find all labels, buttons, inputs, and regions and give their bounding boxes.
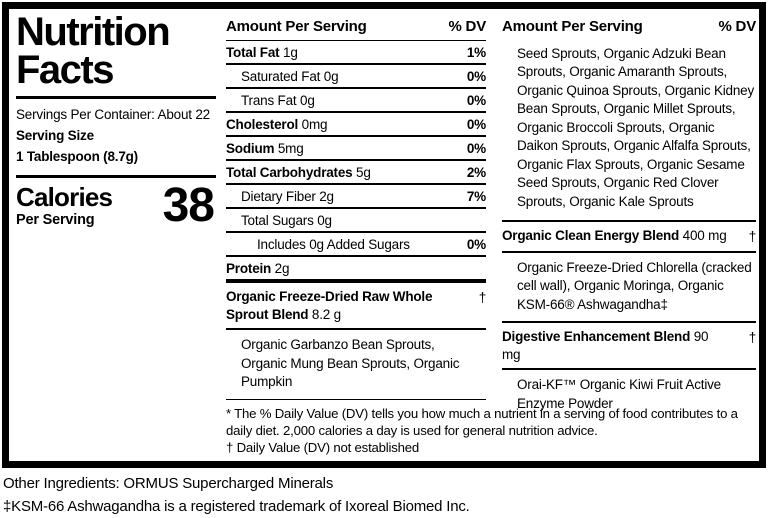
servings-per-container: Servings Per Container: About 22 — [16, 107, 210, 122]
dv-value: 7% — [466, 188, 486, 204]
dv-value: 0% — [466, 68, 486, 84]
digestive-blend-ingredients: Orai-KF™ Organic Kiwi Fruit Active Enzym… — [517, 377, 721, 411]
dagger-symbol: † — [748, 330, 757, 346]
divider-bar — [226, 398, 486, 401]
sprout-blend-ingredients-continued: Seed Sprouts, Organic Adzuki Bean Sprout… — [502, 40, 756, 223]
nutrition-facts-title: Nutrition Facts — [16, 10, 216, 92]
digestive-blend-header: Digestive Enhancement Blend 90 mg † — [502, 323, 757, 371]
clean-energy-blend-header: Organic Clean Energy Blend 400 mg † — [502, 222, 757, 253]
calories-row: Calories Per Serving 38 — [16, 179, 216, 233]
divider — [16, 96, 216, 99]
dv-value: 1% — [466, 44, 486, 60]
nutrient-row-protein: Protein 2g — [226, 257, 486, 282]
nutrient-row-dietary-fiber: Dietary Fiber 2g 7% — [226, 185, 486, 210]
nutrient-row-saturated-fat: Saturated Fat 0g 0% — [226, 65, 486, 90]
divider-bar — [226, 40, 486, 42]
below-label-notes: Other Ingredients: ORMUS Supercharged Mi… — [3, 473, 470, 518]
panel-columns: Nutrition Facts Servings Per Container: … — [9, 9, 759, 411]
amount-per-serving-label: Amount Per Serving — [502, 18, 643, 35]
nutrient-row-total-fat: Total Fat 1g 1% — [226, 41, 486, 66]
serving-size-value: 1 Tablespoon (8.7g) — [16, 148, 138, 164]
footnote-dv-explanation: * The % Daily Value (DV) tells you how m… — [226, 406, 738, 438]
amount-per-serving-header: Amount Per Serving % DV — [502, 9, 756, 40]
nutrient-row-total-carbohydrates: Total Carbohydrates 5g 2% — [226, 161, 486, 186]
dv-header-label: % DV — [718, 18, 756, 35]
calories-per-serving-label: Per Serving — [16, 211, 95, 228]
clean-energy-blend-ingredients: Organic Freeze-Dried Chlorella (cracked … — [502, 253, 756, 324]
column-nutrients: Amount Per Serving % DV Total Fat 1g 1% … — [226, 9, 487, 401]
nutrition-facts-panel: Nutrition Facts Servings Per Container: … — [2, 2, 766, 468]
dagger-symbol: † — [478, 289, 487, 305]
divider-bar — [226, 281, 486, 283]
amount-per-serving-label: Amount Per Serving — [226, 18, 367, 35]
dv-value: 2% — [466, 164, 486, 180]
dv-value: 0% — [466, 92, 486, 108]
dv-value: 0% — [466, 116, 486, 132]
title-line-1: Nutrition — [16, 10, 171, 54]
column-blends: Amount Per Serving % DV Seed Sprouts, Or… — [502, 9, 757, 411]
calories-labels: Calories Per Serving — [16, 181, 113, 228]
sprout-blend-header: Organic Freeze-Dried Raw Whole Sprout Bl… — [226, 283, 487, 331]
nutrient-row-sodium: Sodium 5mg 0% — [226, 137, 486, 162]
serving-size-label: Serving Size — [16, 127, 94, 143]
dv-header-label: % DV — [448, 18, 486, 35]
other-ingredients-line: Other Ingredients: ORMUS Supercharged Mi… — [3, 475, 334, 492]
dv-value: 0% — [466, 236, 486, 252]
divider — [16, 174, 216, 178]
sprout-blend-ingredients: Organic Garbanzo Bean Sprouts, Organic M… — [241, 337, 460, 390]
nutrient-row-total-sugars: Total Sugars 0g — [226, 209, 486, 234]
footnote-dagger-note: † Daily Value (DV) not established — [226, 439, 420, 455]
nutrient-row-trans-fat: Trans Fat 0g 0% — [226, 89, 486, 114]
dagger-symbol: † — [748, 229, 757, 245]
title-line-2: Facts — [16, 48, 115, 92]
amount-per-serving-header: Amount Per Serving % DV — [226, 9, 486, 40]
column-overview: Nutrition Facts Servings Per Container: … — [9, 9, 222, 400]
nutrient-row-cholesterol: Cholesterol 0mg 0% — [226, 113, 486, 138]
daily-value-footnote: * The % Daily Value (DV) tells you how m… — [226, 400, 759, 457]
calories-label: Calories — [16, 181, 113, 212]
calories-value: 38 — [162, 179, 215, 233]
trademark-note-line: ‡KSM-66 Ashwagandha is a registered trad… — [3, 497, 470, 515]
dv-value: 0% — [466, 140, 486, 156]
nutrient-row-added-sugars: Includes 0g Added Sugars 0% — [226, 233, 486, 258]
